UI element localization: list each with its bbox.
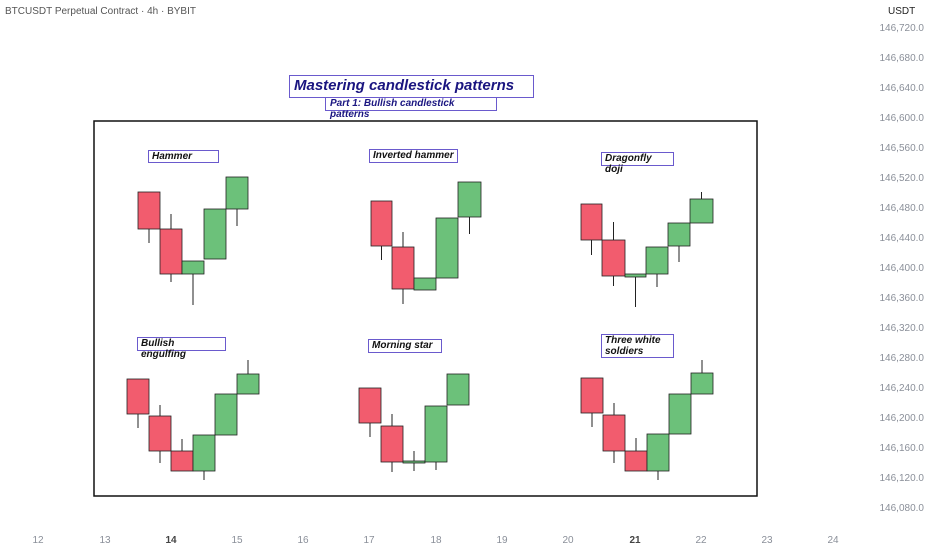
pattern-label: Dragonfly doji — [601, 152, 674, 175]
price-label: 146,160.0 — [879, 443, 925, 454]
candle-body — [192, 434, 216, 472]
time-label: 21 — [629, 535, 641, 546]
candle-body — [645, 246, 669, 275]
candle-body — [602, 414, 626, 452]
candle-body — [413, 277, 437, 291]
candle-body — [424, 405, 448, 463]
pattern-label: Three white soldiers — [601, 334, 674, 358]
candle-body — [214, 393, 238, 436]
time-label: 22 — [695, 535, 707, 546]
candle-body — [225, 176, 249, 210]
price-label: 146,480.0 — [879, 203, 925, 214]
time-label: 19 — [496, 535, 508, 546]
subtitle: Part 1: Bullish candlestick patterns — [325, 97, 497, 120]
time-label: 14 — [165, 535, 177, 546]
symbol: BTCUSDT Perpetual Contract · 4h · BYBIT — [5, 6, 196, 17]
price-label: 146,400.0 — [879, 263, 925, 274]
candle-body — [148, 415, 172, 452]
time-label: 23 — [761, 535, 773, 546]
candle-body — [126, 378, 150, 415]
price-label: 146,720.0 — [879, 23, 925, 34]
title: Mastering candlestick patterns — [289, 75, 534, 98]
pattern-label: Hammer — [148, 150, 219, 163]
candle-body — [446, 373, 470, 406]
candle-body — [370, 200, 393, 247]
time-label: 16 — [297, 535, 309, 546]
candles — [126, 176, 714, 480]
candle-body — [358, 387, 382, 424]
candle-body — [689, 198, 714, 224]
candle-body — [203, 208, 227, 260]
price-label: 146,520.0 — [879, 173, 925, 184]
time-label: 15 — [231, 535, 243, 546]
currency: USDT — [888, 6, 916, 17]
price-label: 146,280.0 — [879, 353, 925, 364]
time-label: 13 — [99, 535, 111, 546]
price-label: 146,200.0 — [879, 413, 925, 424]
pattern-label: Bullish engulfing — [137, 337, 226, 360]
candle-body — [402, 460, 426, 464]
time-label: 20 — [562, 535, 574, 546]
price-label: 146,080.0 — [879, 503, 925, 514]
candle-body — [580, 203, 603, 241]
candle-body — [668, 393, 692, 435]
time-label: 12 — [32, 535, 44, 546]
candle-body — [624, 450, 648, 472]
candle-body — [435, 217, 459, 279]
pattern-label: Inverted hammer — [369, 149, 458, 163]
time-label: 18 — [430, 535, 442, 546]
candle-body — [624, 273, 647, 278]
candle-body — [391, 246, 415, 290]
time-label: 24 — [827, 535, 839, 546]
candle-body — [170, 450, 194, 472]
candle-body — [181, 260, 205, 275]
price-label: 146,360.0 — [879, 293, 925, 304]
candle-body — [601, 239, 626, 277]
price-label: 146,640.0 — [879, 83, 925, 94]
price-label: 146,240.0 — [879, 383, 925, 394]
candle-body — [236, 373, 260, 395]
price-label: 146,680.0 — [879, 53, 925, 64]
candle-body — [380, 425, 404, 463]
pattern-label: Morning star — [368, 339, 442, 353]
candle-body — [457, 181, 482, 218]
candle-body — [690, 372, 714, 395]
price-label: 146,600.0 — [879, 113, 925, 124]
candle-body — [667, 222, 691, 247]
frame — [93, 120, 758, 497]
candle-body — [646, 433, 670, 472]
price-label: 146,120.0 — [879, 473, 925, 484]
price-label: 146,560.0 — [879, 143, 925, 154]
candle-body — [137, 191, 161, 230]
price-label: 146,440.0 — [879, 233, 925, 244]
price-label: 146,320.0 — [879, 323, 925, 334]
candle-body — [580, 377, 604, 414]
candle-body — [159, 228, 183, 275]
time-label: 17 — [363, 535, 375, 546]
